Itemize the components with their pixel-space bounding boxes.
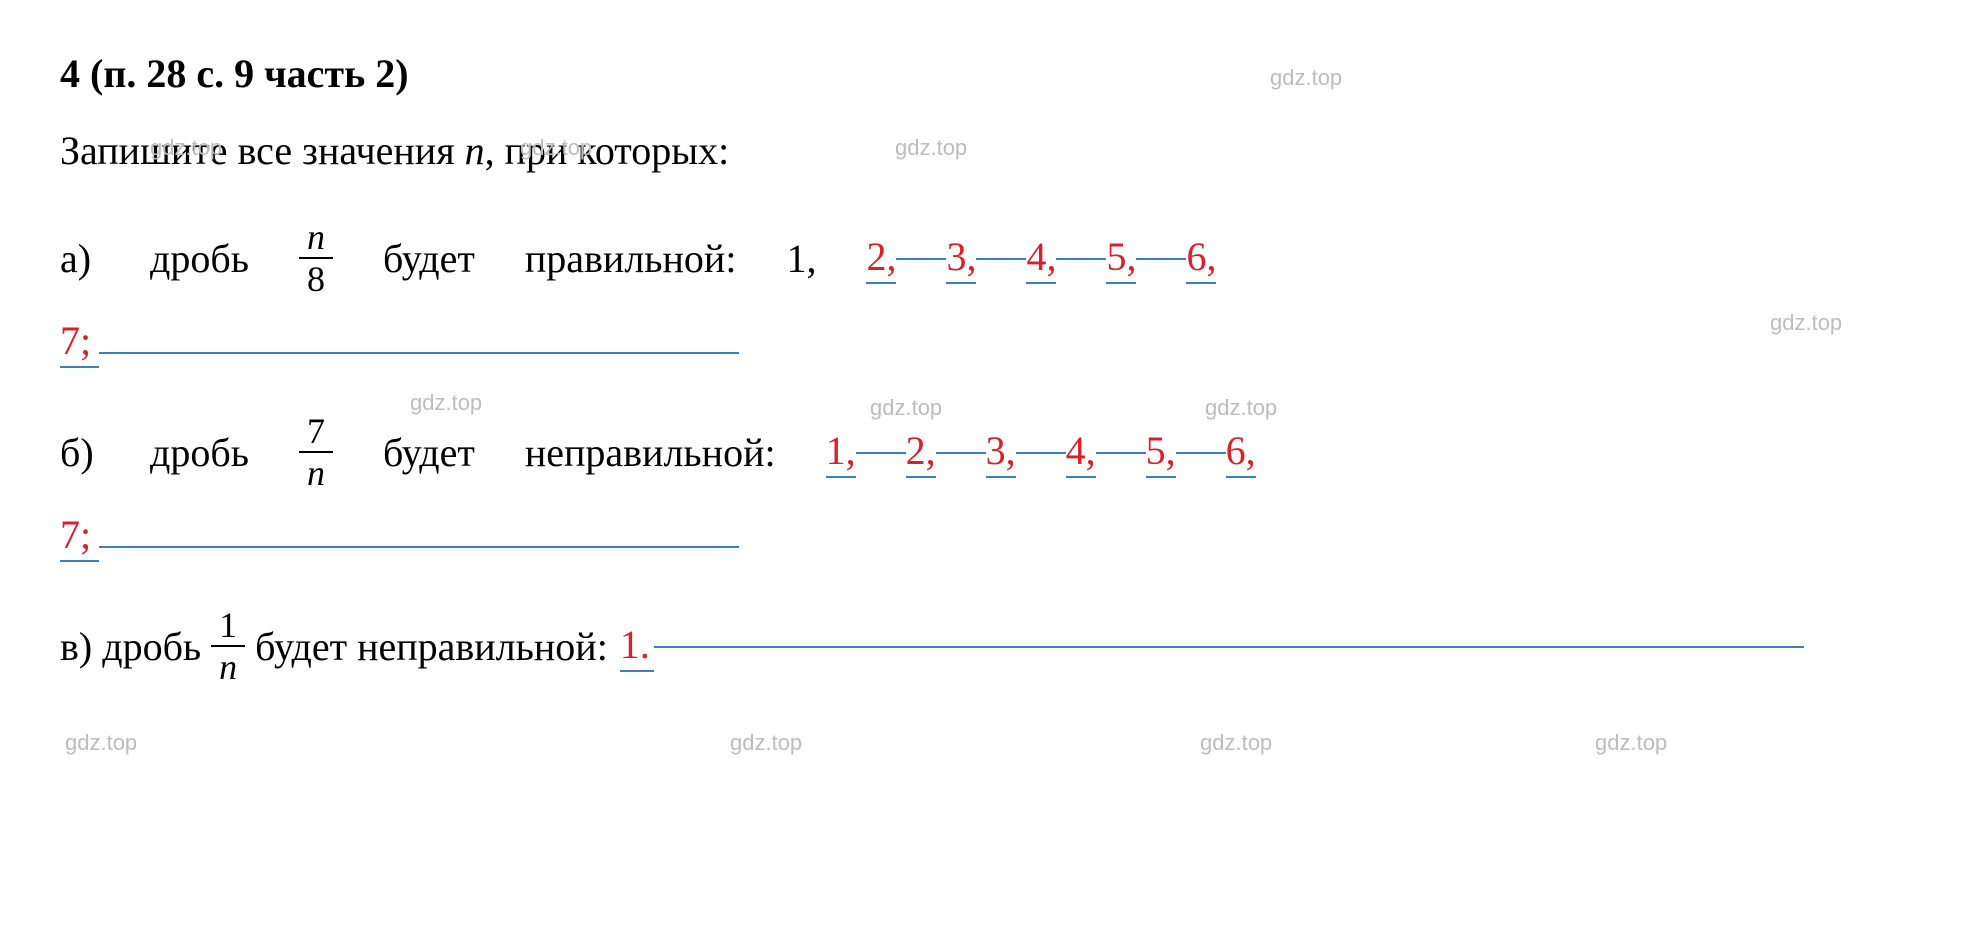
problem-c-answer: 1. [620,621,654,672]
instruction-suffix: , при которых: [485,128,730,173]
problem-b-numerator: 7 [299,413,333,453]
problem-b-answer-3: 3, [986,427,1016,478]
problem-a-continuation: 7; [60,317,1903,368]
problem-b-word: дробь [150,429,249,476]
problem-b-condition: будет [383,429,475,476]
problem-a-fraction: n 8 [299,219,333,297]
problem-b-label: б) [60,429,100,476]
exercise-title: 4 (п. 28 с. 9 часть 2) [60,50,1903,97]
problem-b-answer-6: 6, [1226,427,1256,478]
problem-b-answer-1: 1, [826,427,856,478]
problem-a-continuation-value: 7; [60,317,99,368]
problem-b-denominator: n [299,453,333,491]
instruction-text: Запишите все значения n, при которых: [60,127,1903,174]
problem-a-numerator: n [299,219,333,259]
problem-c-condition: будет неправильной: [255,623,608,670]
problem-b-continuation-value: 7; [60,511,99,562]
problem-a-answer-2: 3, [946,233,976,284]
watermark: gdz.top [730,730,802,756]
watermark: gdz.top [1595,730,1667,756]
problem-a-word: дробь [150,235,249,282]
problem-b-answer-5: 5, [1146,427,1176,478]
problem-b-row: б) дробь 7 n будет неправильной: 1, 2, 3… [60,413,1903,491]
instruction-variable: n [465,128,485,173]
problem-b-blank [99,544,739,548]
problem-b-answer-4: 4, [1066,427,1096,478]
problem-c-denominator: n [211,647,245,685]
problem-c-fraction: 1 n [211,607,245,685]
problem-c-numerator: 1 [211,607,245,647]
problem-a-denominator: 8 [299,259,333,297]
instruction-prefix: Запишите все значения [60,128,465,173]
problem-a-row: а) дробь n 8 будет правильной: 1, 2, 3, … [60,219,1903,297]
watermark: gdz.top [1200,730,1272,756]
watermark: gdz.top [65,730,137,756]
problem-a-label: а) [60,235,100,282]
problem-c-blank [654,644,1804,648]
problem-a-answer-5: 6, [1186,233,1216,284]
problem-a-answer-4: 5, [1106,233,1136,284]
problem-c-word: дробь [102,623,201,670]
problem-a-first-value: 1, [786,235,816,282]
problem-a-answer-3: 4, [1026,233,1056,284]
problem-a-answer-1: 2, [866,233,896,284]
problem-a-type: правильной: [525,235,737,282]
problem-b-fraction: 7 n [299,413,333,491]
problem-a-condition: будет [383,235,475,282]
problem-c-row: в) дробь 1 n будет неправильной: 1. [60,607,1903,685]
problem-a-blank [99,350,739,354]
problem-b-type: неправильной: [525,429,776,476]
problem-b-answer-2: 2, [906,427,936,478]
problem-c-label: в) [60,623,92,670]
problem-b-continuation: 7; [60,511,1903,562]
